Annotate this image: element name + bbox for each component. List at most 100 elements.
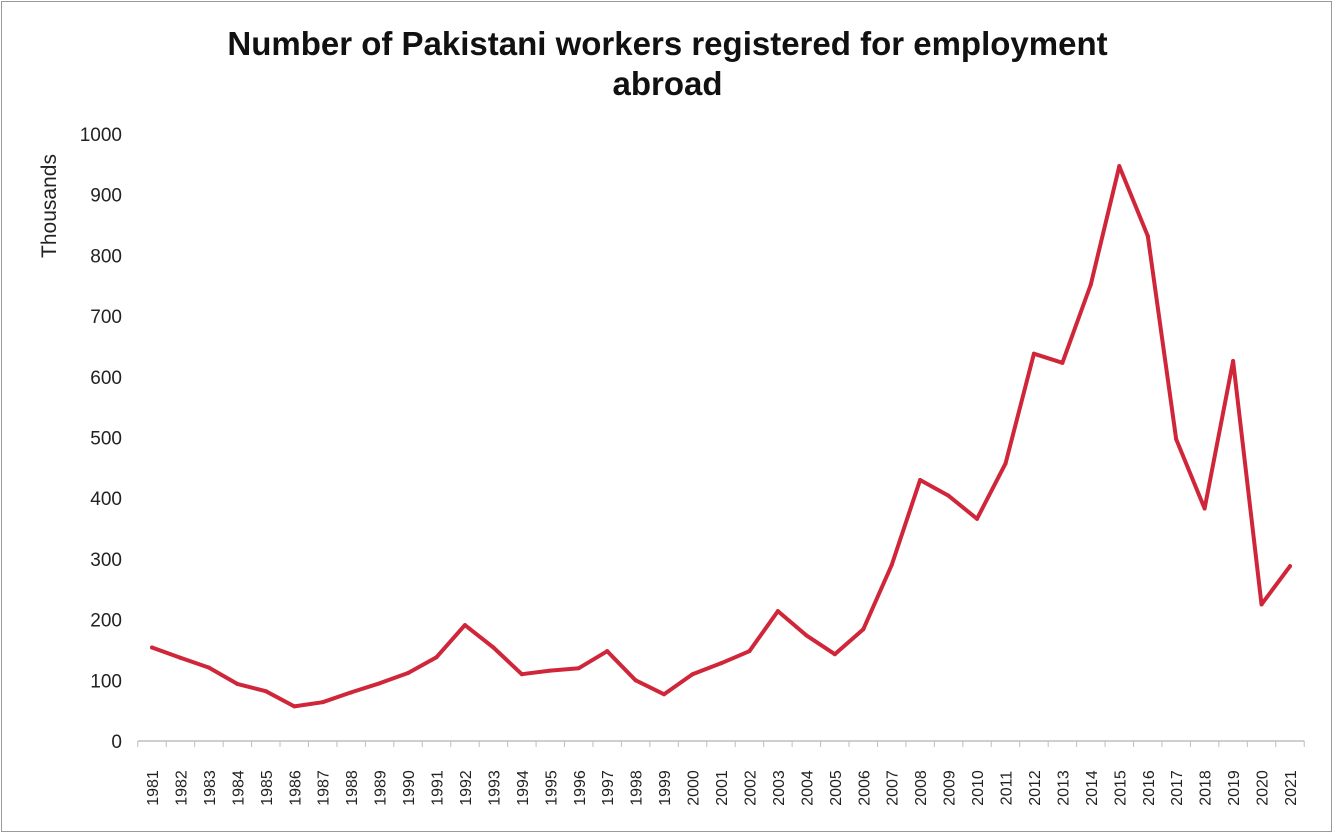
x-tick-label: 1981 <box>145 770 162 806</box>
x-tick-label: 2009 <box>942 770 959 806</box>
data-point <box>377 681 382 686</box>
y-tick-label: 900 <box>90 186 122 207</box>
x-tick-label: 2012 <box>1027 770 1044 806</box>
data-point <box>690 672 695 677</box>
data-point <box>292 704 297 709</box>
x-tick-label: 1986 <box>287 770 304 806</box>
x-tick-label: 2020 <box>1255 770 1272 806</box>
x-tick-label: 1989 <box>373 770 390 806</box>
x-tick-label: 1996 <box>572 770 589 806</box>
y-tick-label: 500 <box>90 429 122 450</box>
data-point <box>1003 461 1008 466</box>
x-tick-label: 2005 <box>828 770 845 806</box>
x-tick-label: 2011 <box>999 771 1016 806</box>
data-point <box>861 627 866 632</box>
data-point <box>1031 351 1036 356</box>
data-point <box>918 477 923 482</box>
data-point <box>406 671 411 676</box>
data-point <box>150 645 154 650</box>
data-point <box>832 652 837 657</box>
y-tick-label: 700 <box>90 307 122 328</box>
x-tick-label: 2003 <box>771 770 788 806</box>
data-point <box>519 672 524 677</box>
y-tick-label: 600 <box>90 368 122 389</box>
x-tick-label: 1988 <box>344 770 361 806</box>
data-point <box>1288 564 1292 569</box>
x-tick-label: 1993 <box>486 770 503 806</box>
data-point <box>804 633 809 638</box>
x-tick-label: 2010 <box>970 770 987 806</box>
x-tick-label: 2019 <box>1226 770 1243 806</box>
x-tick-label: 1991 <box>430 770 447 806</box>
x-tick-label: 2006 <box>856 770 873 806</box>
data-point <box>434 655 439 660</box>
data-point <box>1060 360 1065 365</box>
data-point <box>946 493 951 498</box>
data-point <box>1145 233 1150 238</box>
x-tick-label: 1995 <box>543 770 560 806</box>
x-tick-label: 1984 <box>230 770 247 806</box>
data-point <box>775 609 780 614</box>
x-tick-label: 1999 <box>657 770 674 806</box>
x-tick-label: 1994 <box>515 770 532 806</box>
x-tick-label: 2000 <box>686 770 703 806</box>
x-tick-label: 2021 <box>1283 770 1300 806</box>
data-point <box>491 645 496 650</box>
y-tick-label: 100 <box>90 671 122 692</box>
data-point <box>889 562 894 567</box>
x-tick-label: 1983 <box>202 770 219 806</box>
series-line <box>150 164 1292 709</box>
x-axis <box>137 740 1305 747</box>
y-tick-label: 0 <box>111 732 122 753</box>
data-point <box>349 690 354 695</box>
x-tick-label: 1992 <box>458 770 475 806</box>
x-tick-label: 2004 <box>799 770 816 806</box>
data-point <box>462 623 467 628</box>
x-tick-label: 2017 <box>1169 770 1186 806</box>
x-tick-label: 1990 <box>401 770 418 806</box>
x-axis-labels: 1981 1982 1983 1984 1985 1986 1987 1988 1989 1990… <box>145 770 1300 806</box>
chart-title: Number of Pakistani workers registered f… <box>0 24 1335 104</box>
data-point <box>235 681 240 686</box>
data-point <box>719 661 723 666</box>
series-line-group <box>150 164 1292 709</box>
data-point <box>1088 282 1093 287</box>
x-tick-label: 2001 <box>714 770 731 806</box>
x-tick-label: 2002 <box>742 770 759 806</box>
y-axis-labels: 0 100 200 300 400 500 600 700 800 900 1000 <box>80 125 122 753</box>
x-tick-label: 2014 <box>1084 770 1101 806</box>
data-point <box>576 666 581 671</box>
data-point <box>1117 164 1122 169</box>
data-point <box>633 678 638 683</box>
data-point <box>605 649 610 654</box>
data-point <box>1202 506 1207 511</box>
x-tick-label: 1985 <box>259 770 276 806</box>
data-point <box>206 665 211 670</box>
x-tick-label: 1987 <box>316 770 333 806</box>
x-tick-label: 1998 <box>629 770 646 806</box>
data-point <box>1231 359 1236 364</box>
x-tick-label: 2015 <box>1112 770 1129 806</box>
y-tick-label: 800 <box>90 246 122 267</box>
data-point <box>1259 602 1264 607</box>
chart-title-line-1: Number of Pakistani workers registered f… <box>227 25 1108 62</box>
x-tick-label: 1997 <box>600 770 617 806</box>
chart-title-line-2: abroad <box>612 65 723 102</box>
x-tick-label: 2007 <box>885 770 902 806</box>
x-tick-label: 2008 <box>913 770 930 806</box>
y-tick-label: 1000 <box>80 125 122 146</box>
x-tick-label: 1982 <box>173 770 190 806</box>
y-tick-label: 400 <box>90 489 122 510</box>
data-point <box>320 700 325 705</box>
data-point <box>975 516 980 521</box>
data-point <box>178 655 183 660</box>
data-point <box>662 692 667 697</box>
x-tick-label: 2016 <box>1141 770 1158 806</box>
data-point <box>747 649 752 654</box>
data-point <box>263 689 268 694</box>
y-tick-label: 300 <box>90 550 122 571</box>
data-point <box>1174 437 1179 442</box>
x-tick-label: 2018 <box>1198 770 1215 806</box>
y-axis-label: Thousands <box>38 154 61 258</box>
